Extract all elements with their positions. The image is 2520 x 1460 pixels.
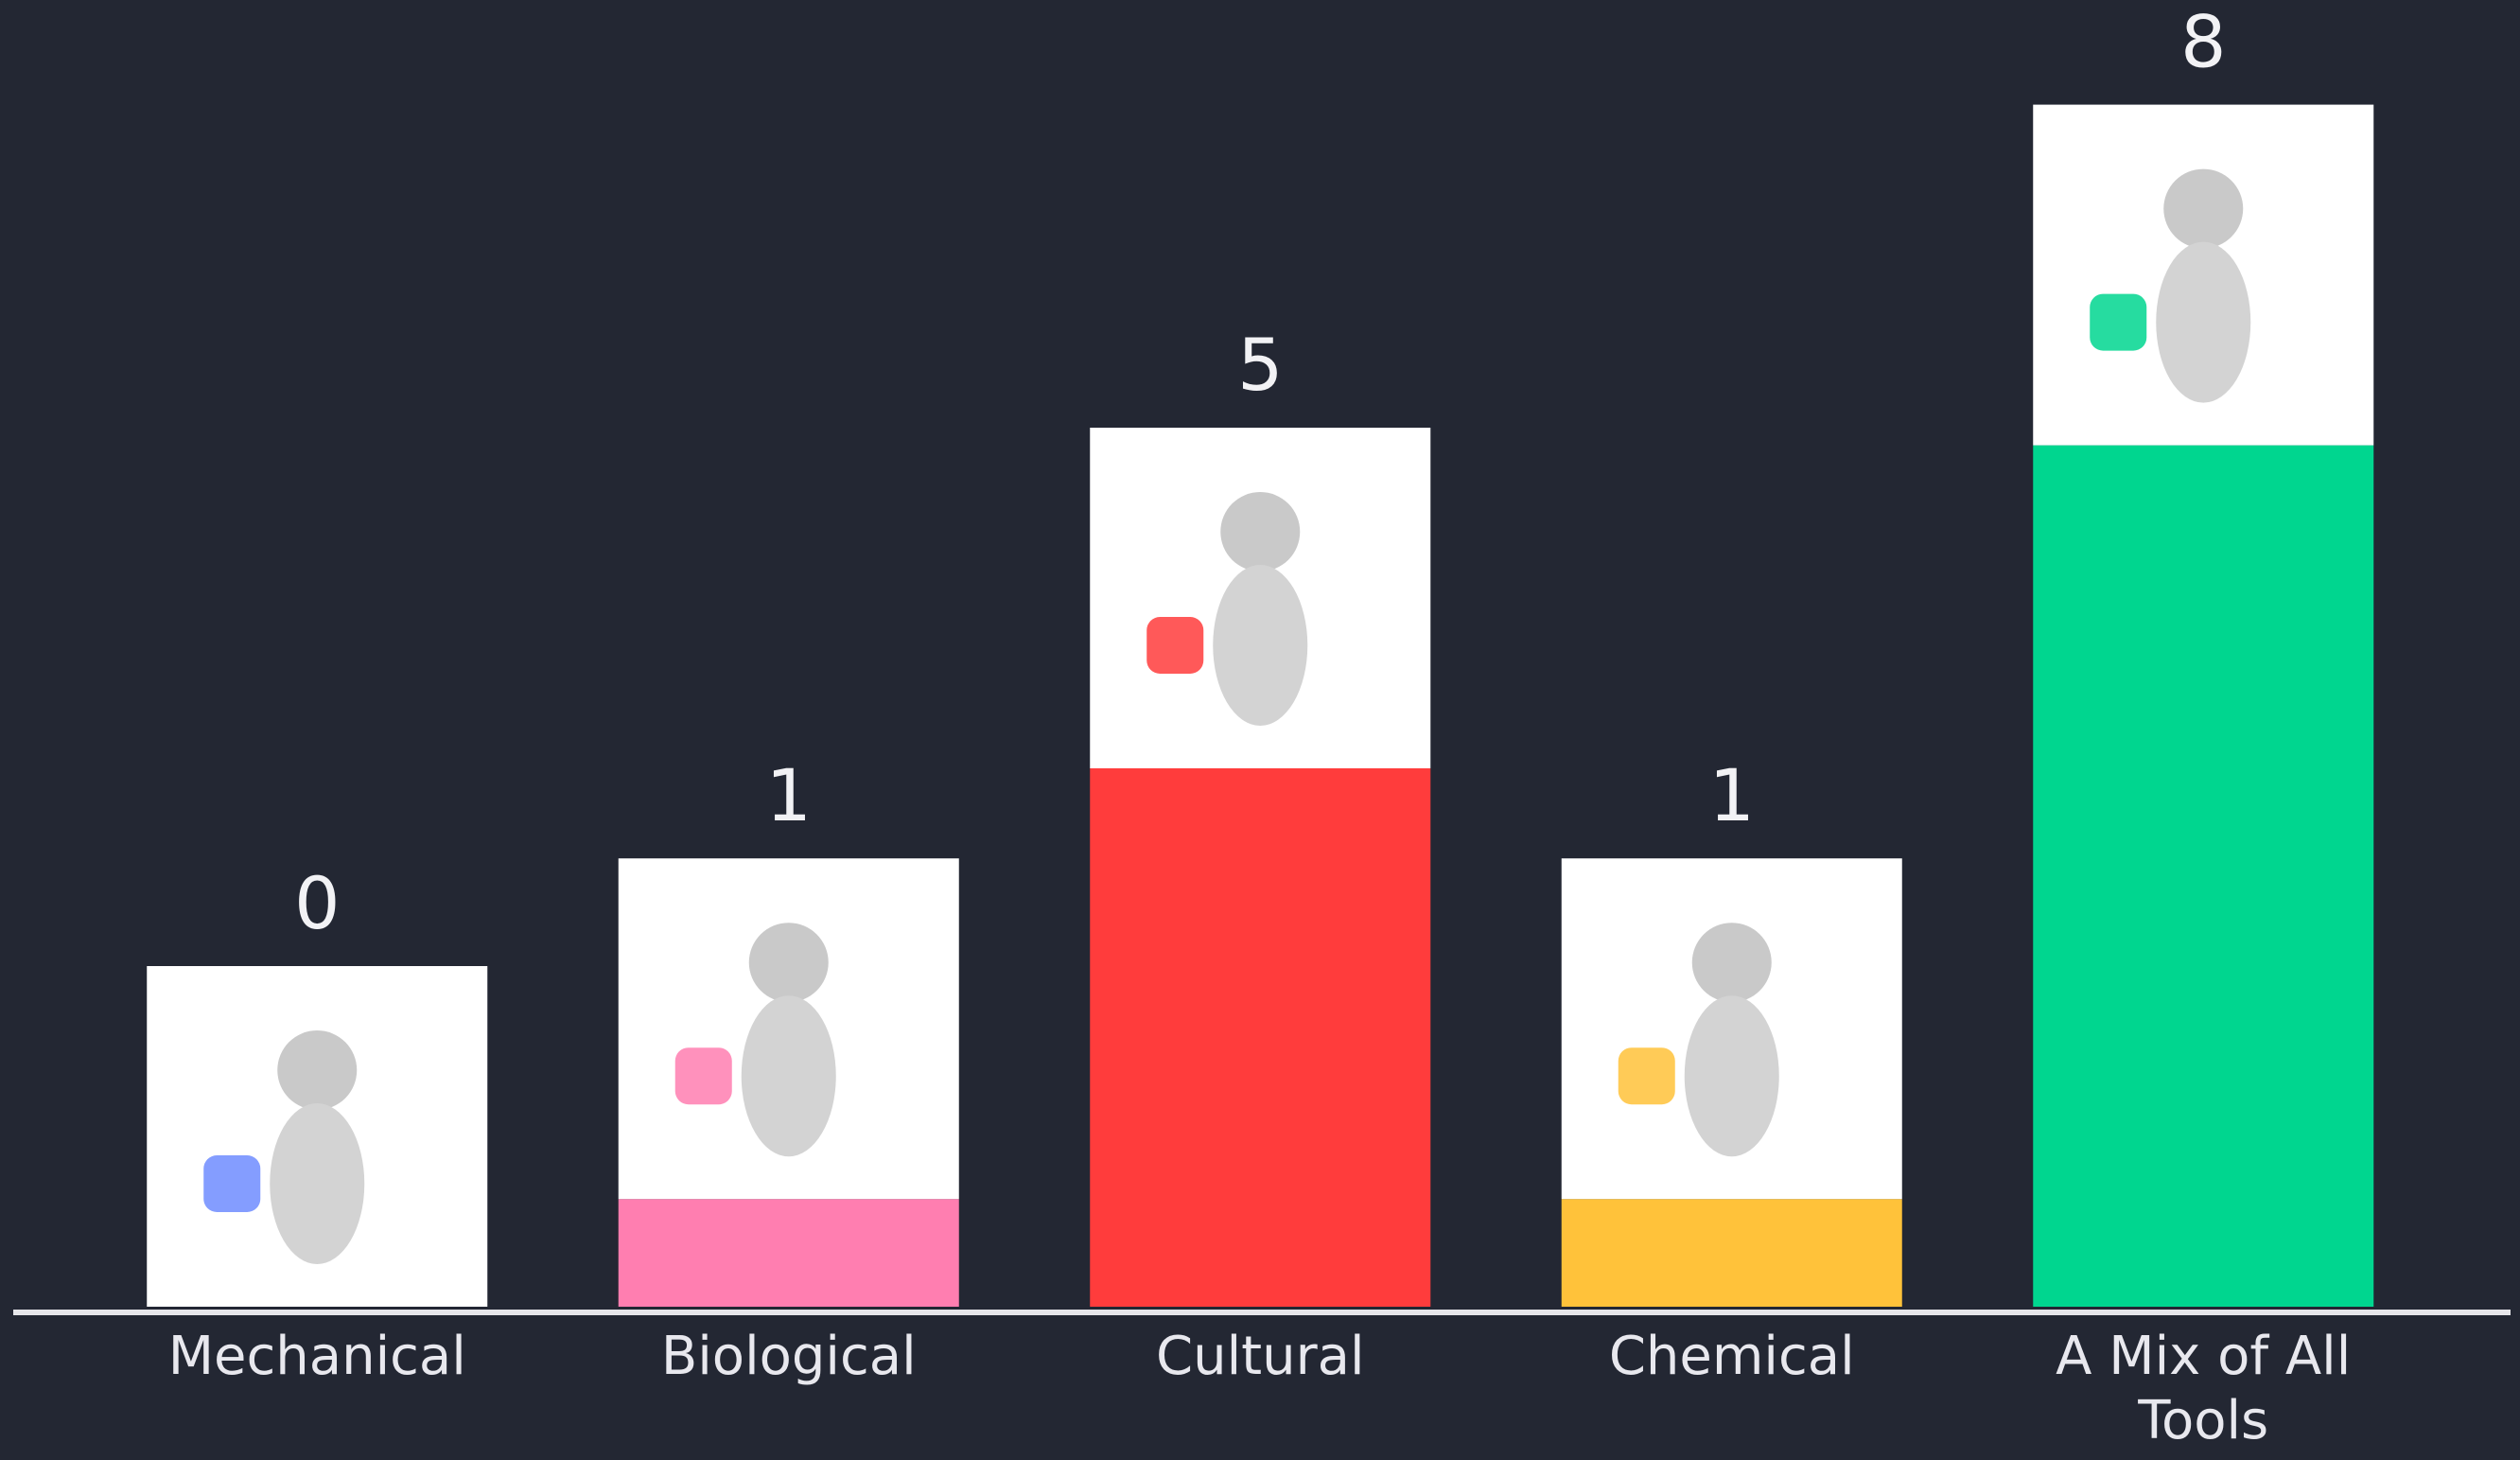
figure-prop [1619, 1047, 1675, 1104]
bar [2033, 446, 2373, 1307]
bar-image: 1 [1562, 753, 1902, 1199]
value-label: 1 [766, 753, 812, 837]
value-label: 0 [294, 861, 340, 945]
figure-prop [2090, 294, 2146, 351]
figure-body [1213, 565, 1307, 726]
figure-head [1692, 923, 1772, 1002]
x-tick-label: Mechanical [118, 1325, 516, 1389]
bar [619, 1199, 959, 1307]
x-tick-label: Chemical [1533, 1325, 1931, 1389]
value-label: 1 [1709, 753, 1755, 837]
figure-body [742, 995, 836, 1156]
x-tick-label: A Mix of All Tools [2004, 1325, 2402, 1453]
value-label: 8 [2180, 0, 2226, 84]
x-tick-label: Cultural [1061, 1325, 1459, 1389]
figure-body [1685, 995, 1779, 1156]
figure-prop [203, 1155, 260, 1212]
bar [1090, 768, 1430, 1307]
bar-image: 5 [1090, 323, 1430, 768]
bar-image: 8 [2033, 0, 2373, 446]
figure-body [2156, 242, 2250, 403]
value-label: 5 [1237, 323, 1283, 407]
bar-image: 1 [619, 753, 959, 1199]
figure-head [277, 1030, 357, 1110]
bar-image: 0 [147, 861, 487, 1307]
figure-head [1220, 492, 1300, 572]
page: 01518 (() => { const data = JSON.parse(d… [0, 0, 2520, 1460]
figure-prop [1146, 617, 1203, 674]
figure-head [749, 923, 829, 1002]
x-tick-label: Biological [590, 1325, 988, 1389]
figure-body [270, 1103, 364, 1264]
figure-prop [675, 1047, 732, 1104]
bar [1562, 1199, 1902, 1307]
chart: 0 1 5 1 8 [0, 0, 2520, 1460]
figure-head [2163, 169, 2243, 249]
